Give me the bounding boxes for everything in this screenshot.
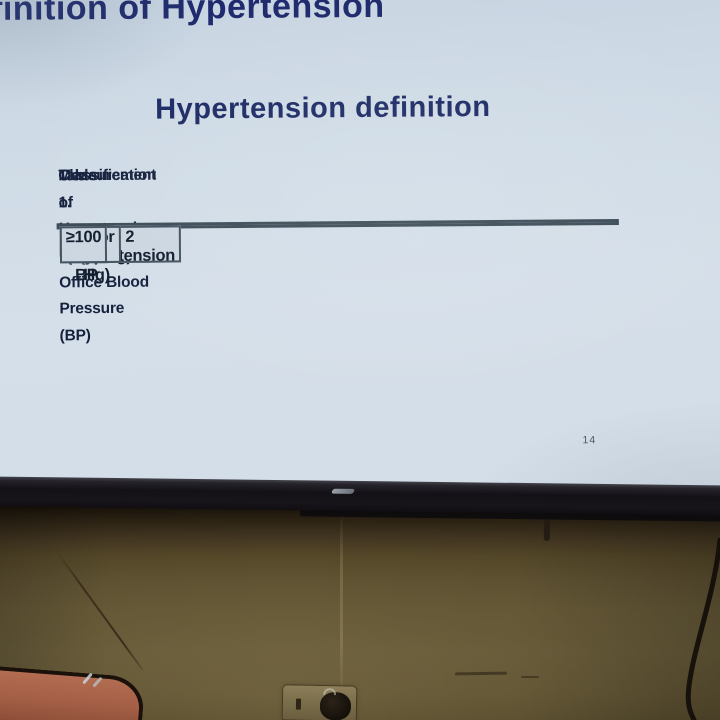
clipped-slide-title: finition of Hypertension [0, 0, 385, 28]
power-plug [319, 692, 352, 720]
table-caption: Table 1.Classification of Hypertension B… [58, 159, 644, 345]
wall-conduit-line [340, 514, 343, 692]
tv-screen: finition of Hypertension Hypertension de… [0, 0, 720, 512]
table-caption-line2: Measurement [58, 166, 157, 185]
hanging-cable [685, 538, 720, 720]
power-outlet [282, 685, 357, 720]
header-divider-rules [0, 39, 720, 54]
slide-page-number: 14 [582, 434, 597, 447]
tv-brand-logo [330, 488, 356, 494]
bezel-screw-mark [543, 518, 551, 542]
outlet-slot [295, 698, 302, 710]
slide-heading: Hypertension definition [155, 90, 491, 126]
wall-scuff [521, 676, 539, 678]
slide: finition of Hypertension Hypertension de… [0, 0, 720, 447]
cell-diastolic: ≥100 [59, 225, 108, 264]
outlet-clip [323, 688, 337, 696]
